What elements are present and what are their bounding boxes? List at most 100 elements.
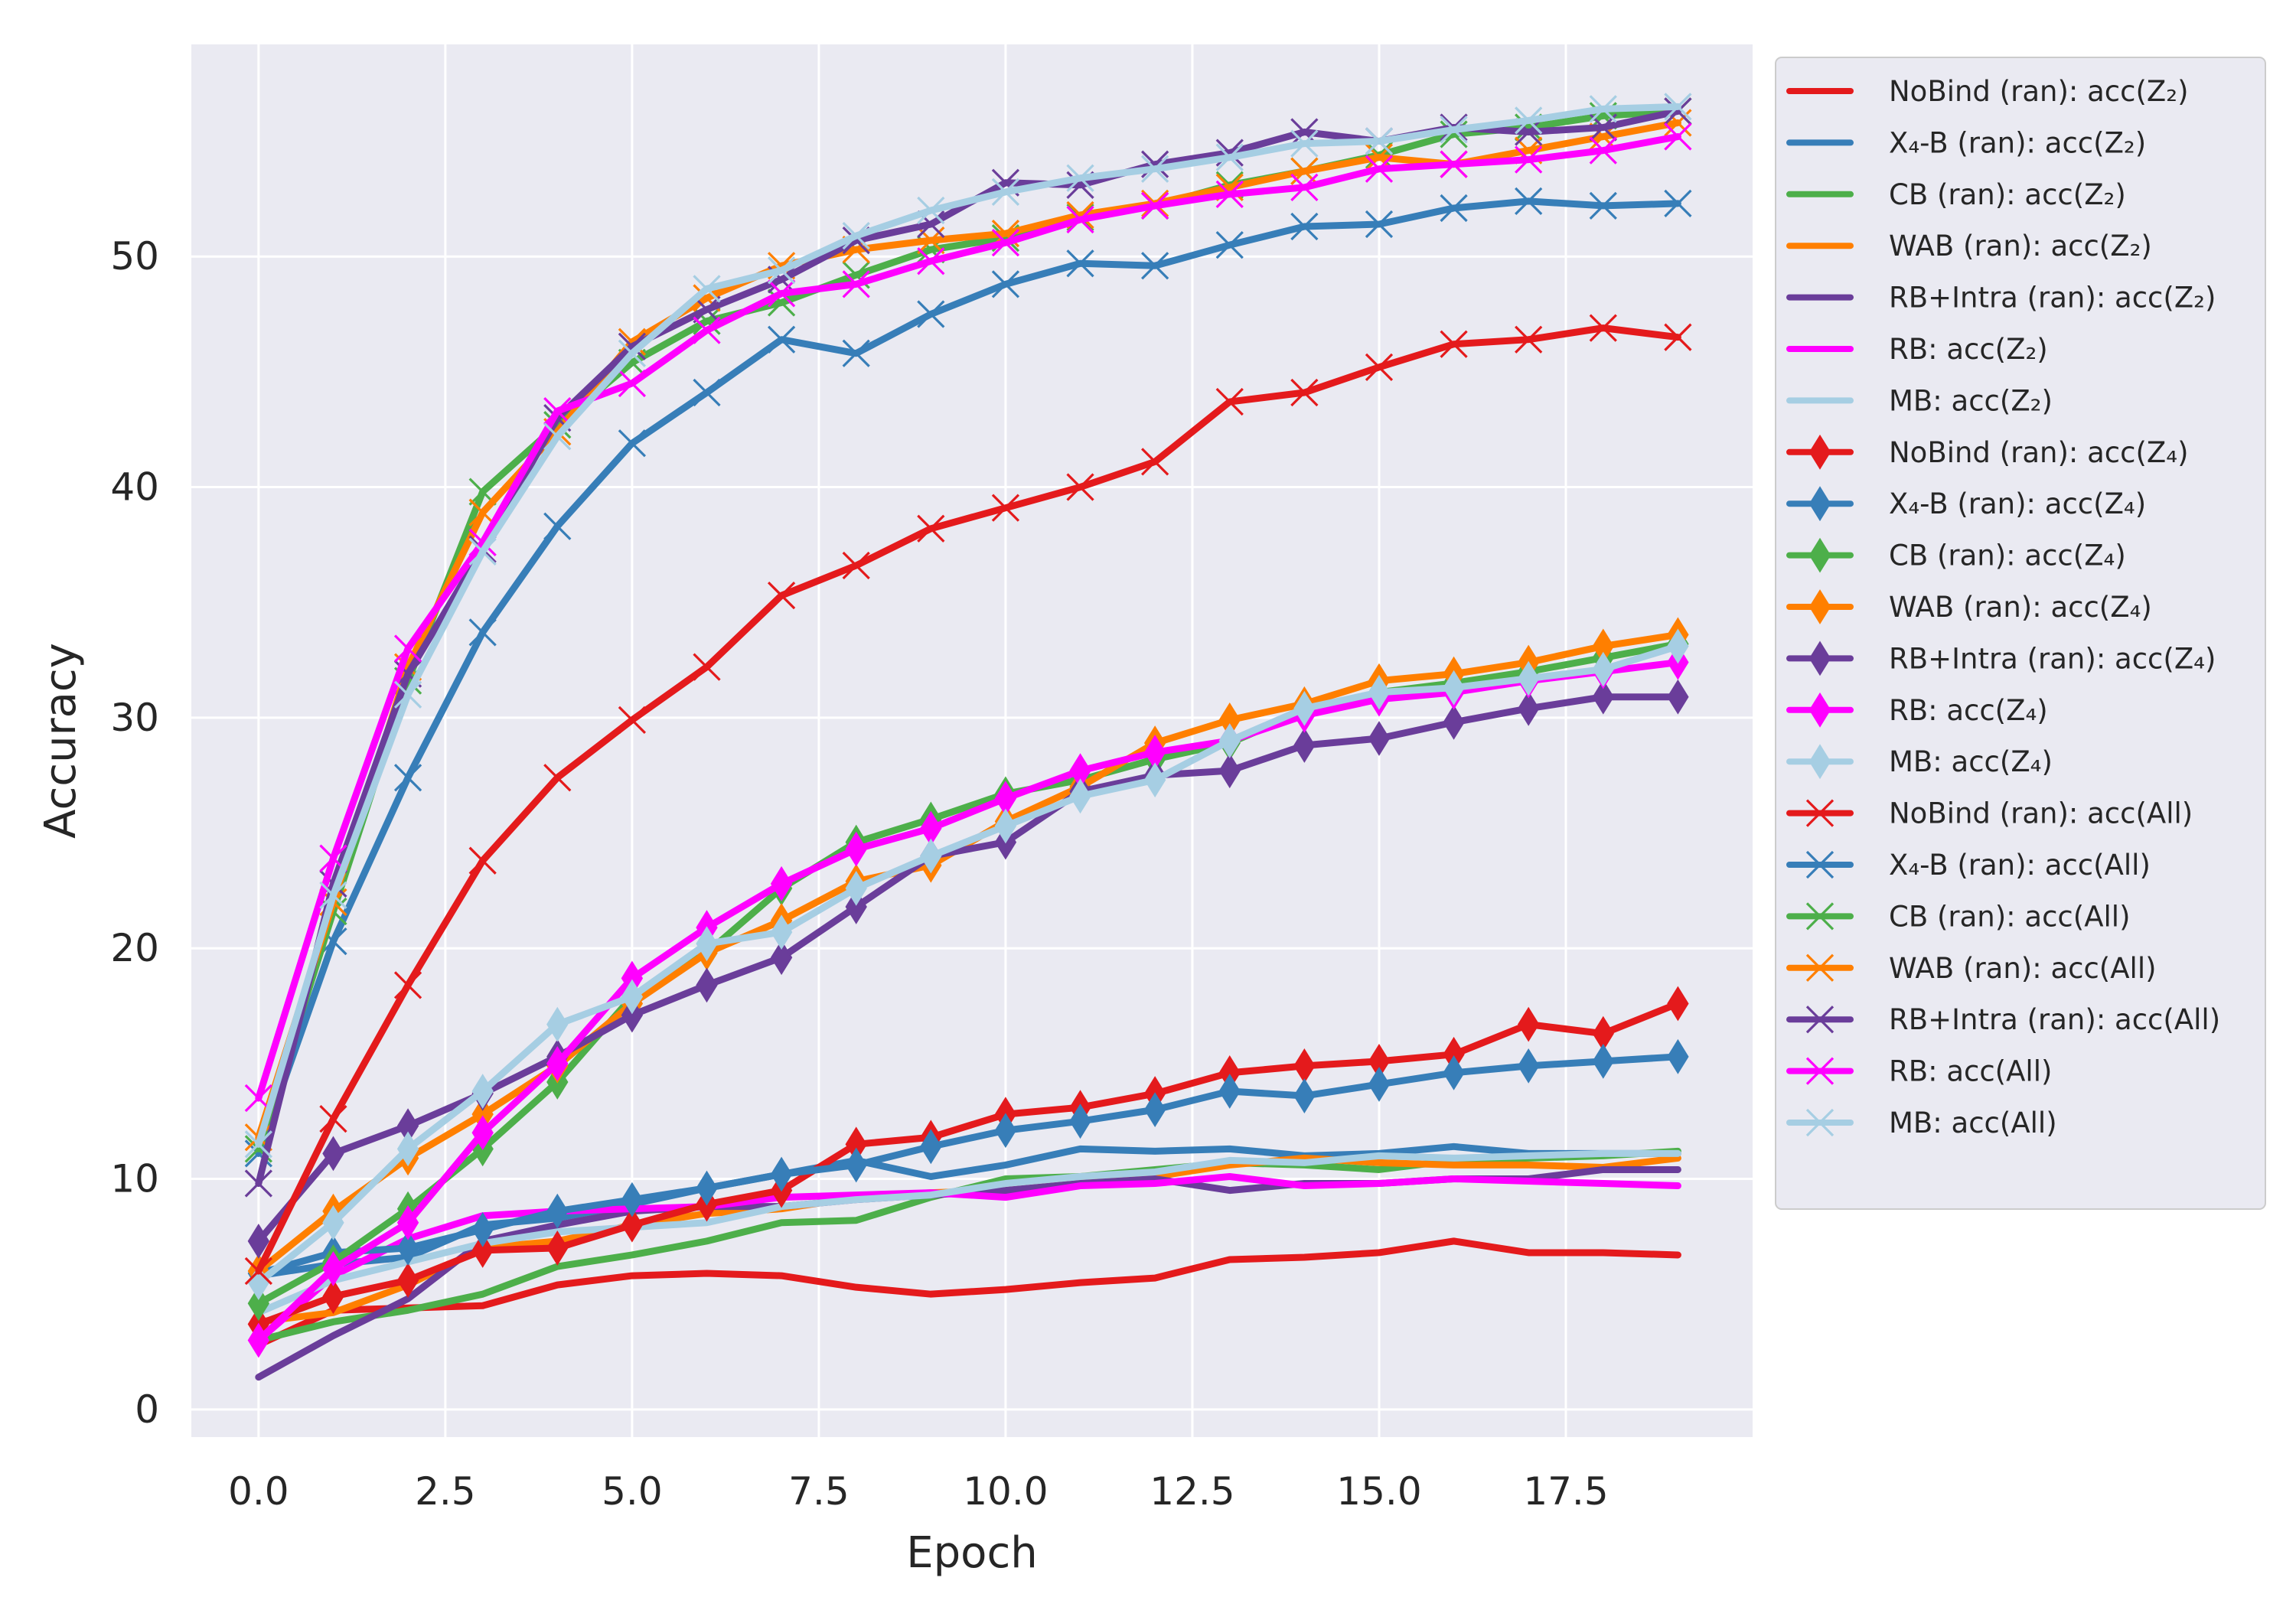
- y-tick-label: 30: [110, 696, 159, 740]
- series-line: [255, 103, 1681, 1148]
- legend-marker: [1808, 434, 1831, 470]
- legend-marker: [1805, 953, 1835, 982]
- data-point: [917, 514, 945, 543]
- data-point: [1293, 1078, 1316, 1113]
- data-point: [1589, 314, 1617, 342]
- data-point: [468, 537, 497, 566]
- y-tick-label: 0: [135, 1387, 159, 1432]
- x-tick-label: 17.5: [1523, 1469, 1608, 1514]
- data-point: [1664, 97, 1692, 125]
- data-point: [322, 1279, 344, 1315]
- legend-label: CB (ran): acc(All): [1889, 900, 2131, 933]
- data-point: [468, 618, 497, 647]
- data-point: [1290, 173, 1319, 201]
- series-line: [255, 197, 1681, 1157]
- data-point: [468, 846, 497, 875]
- data-point: [1592, 679, 1614, 715]
- data-point: [621, 979, 644, 1015]
- data-point: [1664, 323, 1692, 351]
- data-point: [1066, 249, 1094, 278]
- series-line: [255, 1173, 1681, 1344]
- data-point: [1293, 690, 1316, 726]
- data-point: [1141, 191, 1169, 220]
- data-point: [1515, 325, 1543, 354]
- data-point: [546, 1006, 569, 1042]
- data-point: [1290, 378, 1319, 407]
- data-point: [471, 1211, 494, 1247]
- data-point: [991, 270, 1020, 298]
- legend-entry: RB: acc(Z₄): [1786, 692, 2048, 728]
- legend-label: CB (ran): acc(Z₄): [1889, 539, 2126, 572]
- data-point: [994, 1113, 1017, 1149]
- data-point: [1141, 252, 1169, 280]
- legend-marker: [1808, 589, 1831, 624]
- legend-entry: RB+Intra (ran): acc(Z₄): [1786, 641, 2216, 676]
- data-point: [543, 422, 572, 451]
- data-point: [396, 1131, 419, 1167]
- data-point: [322, 1251, 344, 1286]
- legend-label: WAB (ran): acc(Z₄): [1889, 591, 2152, 624]
- data-point: [842, 270, 870, 298]
- data-point: [1592, 1043, 1614, 1079]
- legend-label: WAB (ran): acc(Z₂): [1889, 230, 2152, 262]
- data-point: [770, 914, 793, 950]
- series-line: [255, 1149, 1681, 1316]
- data-point: [322, 1136, 344, 1172]
- data-point: [693, 275, 721, 303]
- data-point: [842, 221, 870, 250]
- data-point: [1443, 704, 1465, 740]
- data-point: [1365, 210, 1394, 239]
- legend-label: NoBind (ran): acc(Z₂): [1889, 75, 2189, 108]
- x-tick-label: 2.5: [415, 1469, 476, 1514]
- data-point: [396, 1231, 419, 1266]
- data-point: [1215, 143, 1244, 171]
- data-point: [393, 634, 422, 663]
- legend-label: MB: acc(All): [1889, 1107, 2057, 1139]
- data-point: [247, 1286, 270, 1322]
- data-point: [393, 971, 422, 999]
- series-line: [255, 659, 1681, 1344]
- data-point: [1589, 191, 1617, 220]
- legend-entry: NoBind (ran): acc(Z₄): [1786, 434, 2189, 470]
- data-point: [845, 870, 867, 906]
- data-point: [1365, 353, 1394, 381]
- legend-label: RB: acc(Z₄): [1889, 694, 2048, 727]
- data-point: [920, 838, 942, 874]
- series-line: [255, 324, 1681, 1275]
- data-point: [991, 494, 1020, 522]
- data-point: [1368, 1067, 1391, 1102]
- data-point: [1664, 189, 1692, 218]
- series-16: [244, 187, 1692, 1168]
- data-point: [1069, 778, 1091, 814]
- data-point: [693, 316, 721, 344]
- data-point: [693, 378, 721, 407]
- data-point: [1215, 231, 1244, 259]
- data-point: [543, 512, 572, 540]
- x-tick-label: 7.5: [788, 1469, 850, 1514]
- data-point: [770, 940, 793, 976]
- data-point: [845, 889, 867, 924]
- data-point: [621, 1207, 644, 1243]
- legend: NoBind (ran): acc(Z₂) X₄-B (ran): acc(Z₂)…: [1775, 57, 2266, 1210]
- data-point: [994, 808, 1017, 844]
- legend-entry: RB: acc(Z₂): [1786, 333, 2048, 366]
- data-point: [471, 1074, 494, 1109]
- legend-label: NoBind (ran): acc(Z₄): [1889, 436, 2189, 469]
- x-tick-label: 12.5: [1150, 1469, 1234, 1514]
- legend-entry: WAB (ran): acc(All): [1786, 952, 2157, 985]
- data-point: [1518, 660, 1540, 696]
- data-point: [917, 247, 945, 275]
- legend-label: RB: acc(Z₂): [1889, 333, 2048, 366]
- series-line: [255, 693, 1681, 1245]
- series-12: [247, 679, 1689, 1259]
- legend-marker: [1808, 537, 1831, 573]
- legend-marker: [1808, 744, 1831, 780]
- legend-marker: [1805, 799, 1835, 827]
- data-point: [1440, 330, 1468, 358]
- data-point: [244, 1130, 272, 1159]
- data-point: [618, 332, 647, 360]
- legend-entry: RB: acc(All): [1786, 1055, 2052, 1088]
- data-point: [247, 1322, 270, 1358]
- data-point: [1290, 212, 1319, 241]
